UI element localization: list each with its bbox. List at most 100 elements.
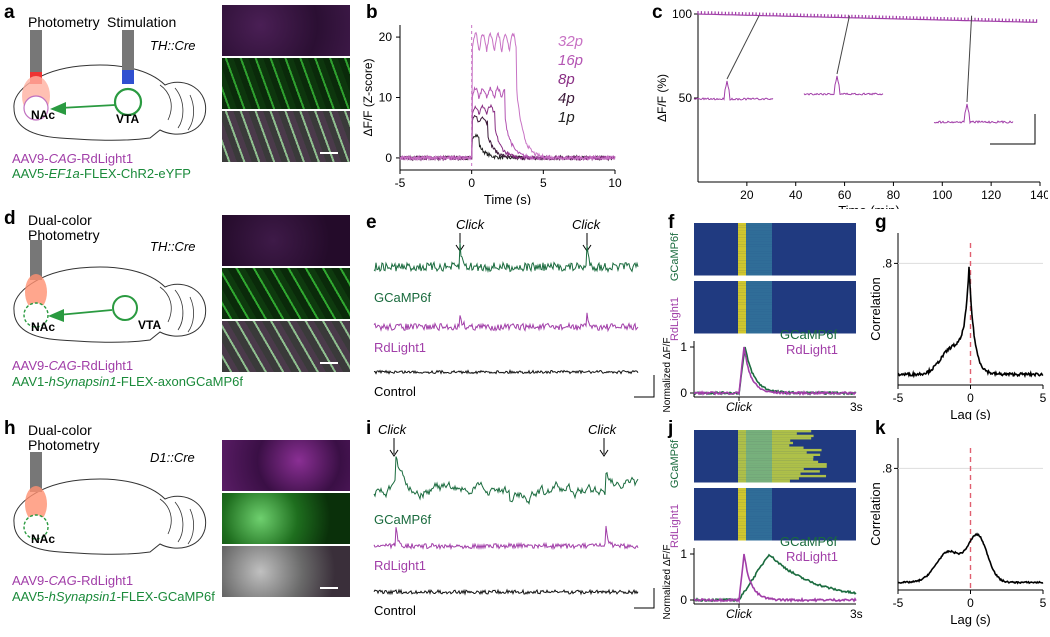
heatmap-band	[738, 535, 746, 539]
click-label-2: Click	[588, 422, 618, 437]
heatmap-band	[738, 223, 746, 226]
heatmap-band	[746, 283, 772, 287]
heatmap-row	[694, 492, 856, 496]
heatmap-band	[746, 477, 772, 481]
heatmap-band	[738, 511, 746, 515]
legend-gcamp: GCaMP6f	[780, 534, 837, 549]
x-axis-label: Lag (s)	[950, 612, 990, 627]
x-axis-label: Time (s)	[484, 192, 531, 205]
heatmap-row	[694, 495, 856, 498]
heatmap-band	[746, 249, 772, 252]
trace-label-rdlight: RdLight1	[374, 558, 426, 573]
heatmap-band	[738, 249, 746, 252]
series-line-16p	[399, 85, 616, 162]
row-label-rdlight: RdLight1	[669, 297, 681, 341]
heatmap-band	[738, 304, 746, 308]
heatmap-band	[738, 256, 746, 259]
heatmap-band	[746, 307, 772, 310]
heatmap-band	[738, 263, 746, 267]
heatmap-row	[694, 535, 856, 539]
click-label-1: Click	[378, 422, 408, 437]
heatmap-band	[738, 488, 746, 491]
chart-c: 50 100 20 40 60 80 100 120 140 Time (min) ΔF/F (%)	[655, 7, 1048, 209]
heatmap-row	[694, 292, 856, 296]
panel-label-f: f	[668, 212, 675, 233]
inset-trace-1	[803, 75, 884, 96]
heatmap-band	[746, 521, 772, 524]
heatmap-band	[738, 260, 746, 264]
x-tick-label: 100	[932, 188, 952, 202]
y-tick-label: 10	[379, 91, 393, 105]
heatmap-band	[738, 528, 746, 532]
heatmap-band	[738, 230, 746, 233]
correlation-curve	[897, 532, 1044, 585]
heatmap-band	[738, 237, 746, 241]
y-axis-label: ΔF/F (%)	[655, 74, 669, 122]
chart-i: Click Click GCaMP6f RdLight1 Control	[373, 422, 655, 618]
heatmap-row	[694, 499, 856, 503]
heatmap-row	[694, 302, 856, 306]
heatmap-band	[738, 434, 814, 438]
heatmap-row	[694, 244, 856, 248]
x-tick-label: 5	[1040, 391, 1047, 405]
heatmap-band	[738, 227, 746, 231]
x-tick-label: -5	[893, 596, 904, 610]
heatmap-row	[694, 258, 856, 262]
virus-line1-d: AAV9-CAG-RdLight1	[12, 358, 134, 373]
heatmap-band	[738, 307, 746, 310]
heatmap-row	[694, 239, 856, 243]
heatmap-band	[746, 246, 772, 250]
panel-label-c: c	[652, 2, 663, 23]
legend-1p: 1p	[558, 109, 575, 126]
heatmap-band	[738, 251, 746, 255]
heatmap-band	[746, 295, 772, 299]
heatmap-band	[746, 297, 772, 301]
y-tick-label: .8	[882, 256, 892, 270]
heatmap-band	[746, 288, 772, 291]
heatmap-band	[738, 456, 814, 459]
heatmap-band	[746, 290, 772, 294]
x-tick-end-label: 3s	[850, 400, 863, 414]
heatmap-band	[738, 246, 746, 250]
heatmap-band	[738, 267, 746, 271]
click-label-2: Click	[572, 217, 602, 232]
micrograph-stack-a	[222, 5, 350, 162]
heatmap-band	[738, 502, 746, 506]
legend-8p: 8p	[558, 71, 575, 88]
x-tick-label: 40	[789, 188, 803, 202]
heatmap-band	[738, 437, 812, 440]
heatmap-band	[746, 232, 772, 236]
gcamp-trace	[373, 456, 639, 506]
heatmap-band	[746, 225, 772, 229]
heatmap-band	[738, 225, 746, 229]
x-tick-label: 120	[981, 188, 1001, 202]
heatmap-band	[746, 439, 772, 443]
virus-line1-a: AAV9-CAG-RdLight1	[12, 151, 134, 166]
mean-trace-rdlight	[693, 553, 857, 604]
heatmap-row	[694, 506, 856, 510]
heatmap-band	[746, 437, 772, 440]
x-tick-label: 140	[1030, 188, 1048, 202]
click-label-1: Click	[456, 217, 486, 232]
heatmap-band	[746, 256, 772, 259]
heatmap-band	[738, 525, 746, 529]
x-axis-label: Click	[726, 400, 753, 414]
heatmap-band	[746, 488, 772, 491]
heatmap-band	[746, 318, 772, 322]
heatmap-band	[746, 430, 772, 433]
heatmap-row	[694, 246, 856, 250]
chart-e: Click Click GCaMP6f RdLight1 Control	[373, 217, 655, 399]
heatmap-band	[746, 458, 772, 462]
rdlight-trace	[373, 525, 639, 551]
heatmap-band	[738, 497, 746, 501]
row-label-gcamp: GCaMP6f	[669, 439, 681, 488]
panel-label-i: i	[366, 418, 372, 439]
virus-line2-h: AAV5-hSynapsin1-FLEX-GCaMP6f	[12, 589, 215, 604]
heatmap-band	[746, 304, 772, 308]
x-axis-label: Lag (s)	[950, 407, 990, 420]
heatmap-band	[746, 490, 772, 494]
heatmap-band	[746, 441, 772, 445]
heatmap-row	[694, 253, 856, 257]
x-tick-label: 60	[838, 188, 852, 202]
panel-label-a: a	[4, 2, 15, 23]
